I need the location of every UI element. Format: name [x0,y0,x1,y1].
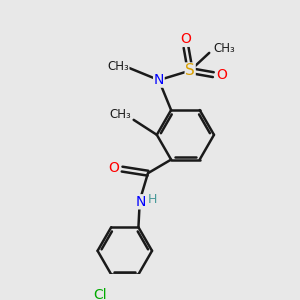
Text: CH₃: CH₃ [109,108,131,121]
Text: CH₃: CH₃ [107,60,129,73]
Text: Cl: Cl [94,288,107,300]
Text: N: N [136,195,146,209]
Text: H: H [147,193,157,206]
Text: N: N [154,73,164,87]
Text: O: O [181,32,191,46]
Text: O: O [109,161,119,175]
Text: CH₃: CH₃ [213,42,235,55]
Text: S: S [185,63,195,78]
Text: O: O [216,68,227,82]
